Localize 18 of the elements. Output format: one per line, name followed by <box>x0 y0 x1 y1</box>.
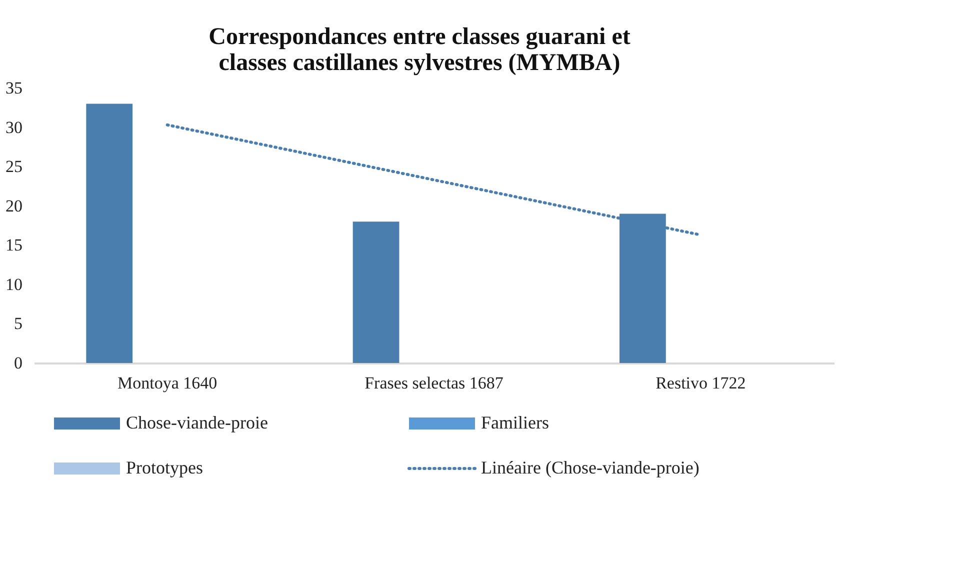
bar <box>86 104 133 363</box>
y-tick-label: 0 <box>14 354 22 372</box>
x-tick-label: Frases selectas 1687 <box>364 374 504 392</box>
x-tick-label: Montoya 1640 <box>118 374 218 392</box>
legend-label: Chose-viande-proie <box>126 412 268 432</box>
bar <box>352 222 400 363</box>
y-tick-label: 15 <box>6 236 22 255</box>
y-tick-label: 10 <box>6 274 22 294</box>
legend-label: Prototypes <box>126 458 204 478</box>
y-tick-label: 25 <box>6 157 22 176</box>
y-tick-label: 5 <box>14 314 22 334</box>
y-tick-label: 30 <box>6 118 22 137</box>
legend-label: Familiers <box>481 412 549 432</box>
y-tick-label: 20 <box>6 196 22 216</box>
x-tick-label: Restivo 1722 <box>656 374 746 392</box>
legend-label: Linéaire (Chose-viande-proie) <box>481 458 700 478</box>
y-tick-label: 35 <box>6 78 22 98</box>
chart-title: Correspondances entre classes guarani et classes castillanes sylvestres (MYMBA) <box>208 24 630 76</box>
